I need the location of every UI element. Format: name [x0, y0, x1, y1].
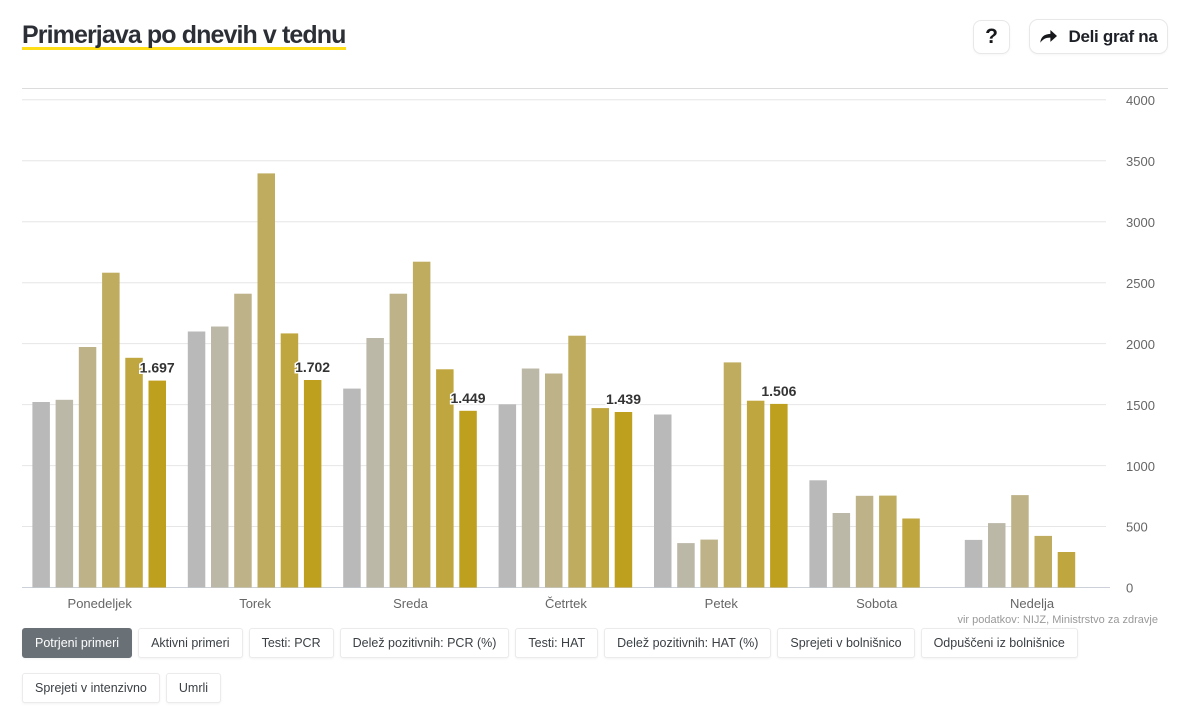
- svg-text:Četrtek: Četrtek: [545, 596, 587, 611]
- svg-text:1.697: 1.697: [140, 360, 175, 376]
- svg-text:vir podatkov: NIJZ, Ministrstv: vir podatkov: NIJZ, Ministrstvo za zdrav…: [957, 614, 1158, 626]
- svg-text:2500: 2500: [1126, 276, 1155, 291]
- svg-text:1000: 1000: [1126, 459, 1155, 474]
- svg-text:Sobota: Sobota: [856, 596, 898, 611]
- svg-text:1500: 1500: [1126, 398, 1155, 413]
- svg-text:3500: 3500: [1126, 154, 1155, 169]
- svg-text:Ponedeljek: Ponedeljek: [68, 596, 133, 611]
- svg-text:3000: 3000: [1126, 215, 1155, 230]
- svg-text:1.449: 1.449: [450, 390, 485, 406]
- svg-text:Torek: Torek: [239, 596, 271, 611]
- svg-text:1.439: 1.439: [606, 391, 641, 407]
- svg-text:1.702: 1.702: [295, 359, 330, 375]
- svg-text:0: 0: [1126, 581, 1133, 596]
- svg-text:4000: 4000: [1126, 93, 1155, 108]
- svg-text:2000: 2000: [1126, 337, 1155, 352]
- svg-text:Nedelja: Nedelja: [1010, 596, 1055, 611]
- svg-text:1.506: 1.506: [761, 383, 796, 399]
- svg-text:Sreda: Sreda: [393, 596, 428, 611]
- svg-text:Petek: Petek: [705, 596, 739, 611]
- svg-text:500: 500: [1126, 520, 1148, 535]
